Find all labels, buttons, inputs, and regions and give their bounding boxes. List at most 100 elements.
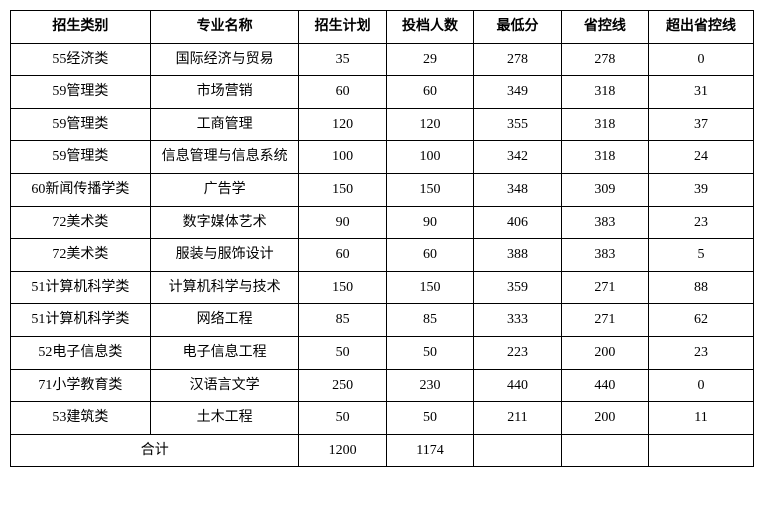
col-plan: 招生计划 [299,11,386,44]
table-cell: 29 [386,43,473,76]
table-cell: 278 [474,43,561,76]
table-row: 52电子信息类电子信息工程505022320023 [11,336,754,369]
col-admitted: 投档人数 [386,11,473,44]
table-cell: 223 [474,336,561,369]
table-cell: 50 [299,402,386,435]
table-cell: 11 [649,402,754,435]
table-row: 55经济类国际经济与贸易35292782780 [11,43,754,76]
table-cell: 71小学教育类 [11,369,151,402]
table-cell: 318 [561,141,648,174]
table-cell: 72美术类 [11,206,151,239]
table-row: 59管理类市场营销606034931831 [11,76,754,109]
admissions-table: 招生类别 专业名称 招生计划 投档人数 最低分 省控线 超出省控线 55经济类国… [10,10,754,467]
table-cell: 工商管理 [150,108,299,141]
total-admit: 1174 [386,434,473,467]
table-cell: 333 [474,304,561,337]
total-empty [649,434,754,467]
table-cell: 318 [561,76,648,109]
total-empty [474,434,561,467]
table-cell: 383 [561,239,648,272]
table-cell: 90 [299,206,386,239]
table-cell: 39 [649,173,754,206]
table-row: 53建筑类土木工程505021120011 [11,402,754,435]
table-cell: 服装与服饰设计 [150,239,299,272]
table-total-row: 合计 1200 1174 [11,434,754,467]
table-row: 72美术类数字媒体艺术909040638323 [11,206,754,239]
table-cell: 59管理类 [11,141,151,174]
table-row: 71小学教育类汉语言文学2502304404400 [11,369,754,402]
table-cell: 51计算机科学类 [11,304,151,337]
table-cell: 50 [386,402,473,435]
table-cell: 60 [299,239,386,272]
table-cell: 23 [649,206,754,239]
table-cell: 88 [649,271,754,304]
table-cell: 60 [386,239,473,272]
table-cell: 383 [561,206,648,239]
total-empty [561,434,648,467]
table-cell: 120 [386,108,473,141]
col-major: 专业名称 [150,11,299,44]
table-cell: 72美术类 [11,239,151,272]
table-cell: 271 [561,271,648,304]
table-row: 51计算机科学类计算机科学与技术15015035927188 [11,271,754,304]
table-cell: 100 [386,141,473,174]
table-cell: 85 [299,304,386,337]
table-cell: 120 [299,108,386,141]
table-cell: 406 [474,206,561,239]
table-cell: 60 [299,76,386,109]
table-cell: 150 [386,271,473,304]
table-cell: 100 [299,141,386,174]
table-cell: 440 [561,369,648,402]
table-cell: 土木工程 [150,402,299,435]
table-cell: 59管理类 [11,76,151,109]
total-label: 合计 [11,434,299,467]
table-cell: 309 [561,173,648,206]
table-cell: 150 [386,173,473,206]
table-cell: 349 [474,76,561,109]
table-cell: 市场营销 [150,76,299,109]
table-row: 59管理类信息管理与信息系统10010034231824 [11,141,754,174]
table-cell: 23 [649,336,754,369]
table-row: 59管理类工商管理12012035531837 [11,108,754,141]
table-cell: 网络工程 [150,304,299,337]
table-header-row: 招生类别 专业名称 招生计划 投档人数 最低分 省控线 超出省控线 [11,11,754,44]
table-cell: 440 [474,369,561,402]
table-cell: 348 [474,173,561,206]
table-cell: 52电子信息类 [11,336,151,369]
table-cell: 60新闻传播学类 [11,173,151,206]
table-cell: 359 [474,271,561,304]
table-cell: 250 [299,369,386,402]
table-cell: 342 [474,141,561,174]
col-minscore: 最低分 [474,11,561,44]
table-cell: 355 [474,108,561,141]
col-controlline: 省控线 [561,11,648,44]
table-cell: 汉语言文学 [150,369,299,402]
table-cell: 35 [299,43,386,76]
table-cell: 150 [299,173,386,206]
table-cell: 318 [561,108,648,141]
table-cell: 电子信息工程 [150,336,299,369]
table-cell: 271 [561,304,648,337]
table-cell: 31 [649,76,754,109]
table-cell: 230 [386,369,473,402]
table-cell: 国际经济与贸易 [150,43,299,76]
table-cell: 0 [649,369,754,402]
table-cell: 60 [386,76,473,109]
table-cell: 计算机科学与技术 [150,271,299,304]
table-row: 60新闻传播学类广告学15015034830939 [11,173,754,206]
table-cell: 211 [474,402,561,435]
table-cell: 5 [649,239,754,272]
table-cell: 200 [561,336,648,369]
total-plan: 1200 [299,434,386,467]
table-cell: 62 [649,304,754,337]
table-cell: 50 [299,336,386,369]
col-category: 招生类别 [11,11,151,44]
table-cell: 50 [386,336,473,369]
table-cell: 数字媒体艺术 [150,206,299,239]
table-cell: 24 [649,141,754,174]
table-cell: 信息管理与信息系统 [150,141,299,174]
table-row: 51计算机科学类网络工程858533327162 [11,304,754,337]
table-cell: 53建筑类 [11,402,151,435]
table-cell: 37 [649,108,754,141]
table-cell: 51计算机科学类 [11,271,151,304]
